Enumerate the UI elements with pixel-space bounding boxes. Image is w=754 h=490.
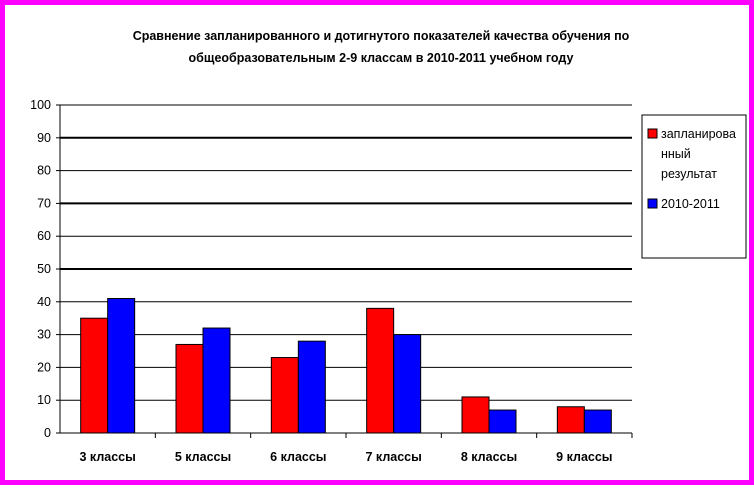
chart-title-line-2: общеобразовательным 2-9 классам в 2010-2… bbox=[189, 51, 574, 65]
bar-planned bbox=[366, 307, 395, 434]
x-axis-categories: 3 классы 5 классы 6 классы 7 классы 8 классы… bbox=[80, 450, 613, 464]
legend-swatch bbox=[647, 198, 658, 209]
bar-planned bbox=[461, 396, 490, 434]
y-tick-label: 90 bbox=[37, 131, 51, 145]
bar-actual bbox=[488, 409, 517, 434]
bar-chart: Сравнение запланированного и дотигнутого… bbox=[30, 29, 747, 464]
y-tick-label: 70 bbox=[37, 196, 51, 210]
bar-actual bbox=[202, 327, 231, 434]
category-label: 8 классы bbox=[461, 450, 517, 464]
bar-planned bbox=[80, 317, 109, 434]
bars bbox=[80, 298, 612, 434]
chart-title-line-1: Сравнение запланированного и дотигнутого… bbox=[133, 29, 630, 43]
legend-swatch bbox=[647, 128, 658, 139]
bar-actual bbox=[583, 409, 612, 434]
bar-actual bbox=[393, 334, 422, 434]
bar-planned bbox=[270, 357, 299, 434]
chart-title: Сравнение запланированного и дотигнутого… bbox=[133, 29, 630, 65]
category-label: 7 классы bbox=[366, 450, 422, 464]
y-tick-label: 40 bbox=[37, 295, 51, 309]
category-label: 6 классы bbox=[270, 450, 326, 464]
y-tick-label: 10 bbox=[37, 393, 51, 407]
y-tick-label: 60 bbox=[37, 229, 51, 243]
axes bbox=[56, 104, 633, 438]
legend-box bbox=[641, 114, 747, 259]
y-tick-label: 80 bbox=[37, 164, 51, 178]
y-axis-ticks: 0 10 20 30 40 50 60 70 80 90 100 bbox=[30, 98, 51, 440]
y-tick-label: 30 bbox=[37, 328, 51, 342]
category-label: 9 классы bbox=[556, 450, 612, 464]
bar-actual bbox=[107, 298, 136, 434]
bar-planned bbox=[175, 343, 204, 434]
gridlines bbox=[60, 104, 632, 401]
legend: запланирова нный результат 2010-2011 bbox=[641, 114, 747, 259]
y-tick-label: 20 bbox=[37, 360, 51, 374]
y-tick-label: 50 bbox=[37, 262, 51, 276]
category-label: 3 классы bbox=[80, 450, 136, 464]
category-label: 5 классы bbox=[175, 450, 231, 464]
y-tick-label: 100 bbox=[30, 98, 51, 112]
legend-label: запланирова нный результат bbox=[661, 127, 736, 181]
bar-actual bbox=[297, 340, 326, 434]
bar-planned bbox=[556, 406, 585, 434]
y-tick-label: 0 bbox=[44, 426, 51, 440]
legend-label: 2010-2011 bbox=[661, 197, 720, 211]
